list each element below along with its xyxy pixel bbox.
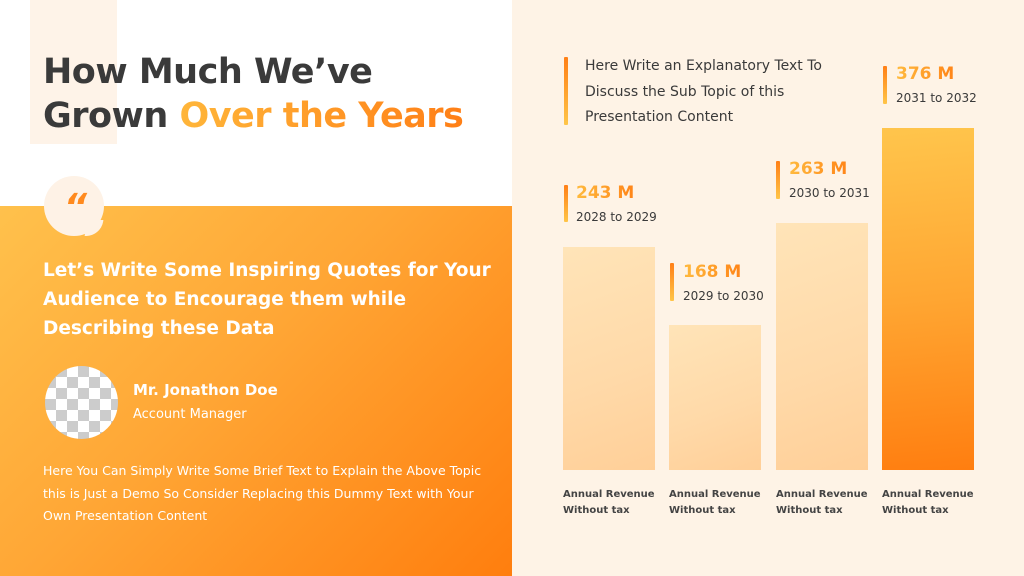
bar-3-label-accent (776, 161, 780, 199)
bar-3-value: 263 M (789, 159, 848, 179)
bar-3-xlabel: Annual Revenue Without tax (776, 487, 886, 519)
bar-3-xlabel-line-2: Without tax (776, 505, 843, 516)
bar-4-label-accent (883, 66, 887, 104)
avatar-placeholder (45, 366, 118, 439)
bar-4-highlighted (882, 128, 974, 470)
title-dark-part: Grown (43, 96, 180, 136)
bar-3-xlabel-line-1: Annual Revenue (776, 489, 868, 500)
bar-1-value: 243 M (576, 183, 635, 203)
page-title: How Much We’ve Grown Over the Years (43, 50, 513, 138)
bar-1-range: 2028 to 2029 (576, 210, 657, 224)
bar-3 (776, 223, 868, 470)
title-line-2: Grown Over the Years (43, 94, 513, 138)
bar-4-xlabel-line-2: Without tax (882, 505, 949, 516)
bar-1-label-accent (564, 185, 568, 222)
bar-1-xlabel: Annual Revenue Without tax (563, 487, 673, 519)
title-line-1: How Much We’ve (43, 52, 373, 92)
quote-text: Let’s Write Some Inspiring Quotes for Yo… (43, 260, 491, 339)
person-role: Account Manager (133, 407, 247, 422)
quote-icon: “ (44, 176, 104, 236)
title-accent-part: Over the Years (179, 96, 464, 136)
bar-1-xlabel-line-1: Annual Revenue (563, 489, 655, 500)
title-area (0, 0, 512, 206)
bar-2-label-accent (670, 263, 674, 301)
bar-4-range: 2031 to 2032 (896, 91, 977, 105)
body-text: Here You Can Simply Write Some Brief Tex… (43, 463, 482, 523)
person-name: Mr. Jonathon Doe (133, 381, 278, 399)
bar-4-xlabel-line-1: Annual Revenue (882, 489, 974, 500)
explain-accent-bar (564, 57, 568, 125)
bar-2-value: 168 M (683, 262, 742, 282)
decorative-rectangle (30, 0, 117, 144)
bar-4-value: 376 M (896, 64, 955, 84)
bar-2-xlabel: Annual Revenue Without tax (669, 487, 779, 519)
bar-2-xlabel-line-2: Without tax (669, 505, 736, 516)
bar-4-xlabel: Annual Revenue Without tax (882, 487, 992, 519)
bar-3-range: 2030 to 2031 (789, 186, 870, 200)
bar-2-range: 2029 to 2030 (683, 289, 764, 303)
bar-1-xlabel-line-2: Without tax (563, 505, 630, 516)
bar-2-xlabel-line-1: Annual Revenue (669, 489, 761, 500)
explanatory-text: Here Write an Explanatory Text To Discus… (585, 58, 822, 125)
bar-1 (563, 247, 655, 470)
quote-mark-glyph: “ (63, 187, 87, 228)
bar-2 (669, 325, 761, 470)
